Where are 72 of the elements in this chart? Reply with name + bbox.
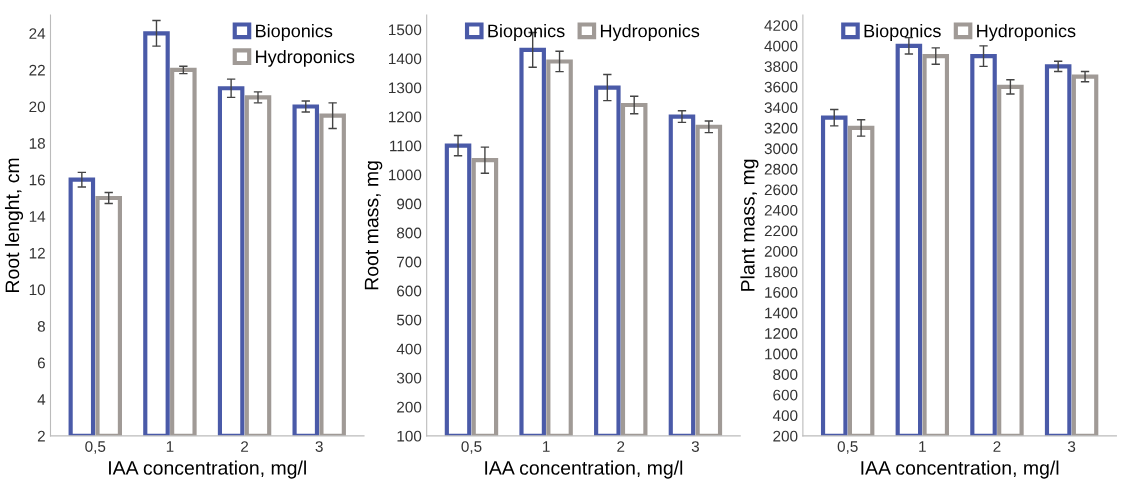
x-tick-label: 0,5	[461, 441, 482, 454]
legend-label: Bioponics	[488, 24, 565, 41]
x-tick-label: 3	[1067, 441, 1076, 452]
y-tick-label: 3600	[764, 81, 798, 93]
y-tick-label: 2000	[764, 245, 798, 257]
y-tick-label: 900	[397, 198, 422, 210]
y-axis-title: Root lenght, cm	[4, 158, 24, 292]
y-tick-label: 18	[29, 137, 45, 149]
y-axis-title: Plant mass, mg	[740, 159, 759, 291]
y-tick-label: 700	[397, 256, 422, 268]
y-tick-label: 1400	[389, 53, 422, 65]
y-tick-label: 300	[396, 372, 422, 384]
x-tick-label: 2	[617, 441, 625, 452]
y-tick-label: 16	[29, 174, 45, 186]
y-tick-label: 2200	[764, 225, 798, 237]
legend-label: Bioponics	[256, 24, 333, 41]
y-tick-label: 400	[772, 410, 798, 422]
y-tick-label: 2800	[764, 163, 798, 175]
y-tick-label: 1000	[765, 348, 798, 360]
y-tick-label: 1200	[765, 328, 798, 339]
y-tick-label: 22	[29, 64, 45, 76]
y-tick-label: 20	[29, 101, 46, 113]
y-tick-label: 4200	[764, 20, 798, 31]
y-tick-label: 1200	[389, 111, 422, 123]
legend-label: Hydroponics	[977, 24, 1076, 41]
y-tick-label: 200	[773, 430, 798, 442]
y-tick-label: 3200	[764, 122, 798, 134]
x-tick-label: 1	[543, 441, 550, 452]
y-tick-label: 1100	[390, 140, 422, 152]
y-tick-label: 100	[397, 430, 422, 442]
y-tick-label: 200	[397, 401, 422, 413]
y-tick-label: 1400	[765, 307, 798, 319]
y-tick-label: 24	[29, 28, 46, 39]
y-tick-label: 3000	[764, 143, 798, 155]
y-tick-label: 6	[37, 357, 45, 369]
legend-label: Hydroponics	[256, 49, 355, 67]
y-tick-label: 600	[773, 389, 798, 401]
y-tick-label: 2600	[764, 184, 798, 196]
y-tick-label: 500	[396, 314, 422, 326]
x-axis-title: IAA concentration, mg/l	[485, 460, 683, 479]
y-tick-label: 14	[29, 211, 46, 222]
x-tick-label: 3	[691, 441, 699, 452]
y-tick-label: 2	[37, 430, 45, 442]
y-tick-label: 800	[773, 369, 798, 380]
x-tick-label: 2	[993, 441, 1001, 452]
x-axis-title: IAA concentration, mg/l	[861, 460, 1059, 479]
y-tick-label: 3800	[764, 61, 798, 73]
y-tick-label: 600	[397, 285, 422, 297]
legend-label: Hydroponics	[600, 24, 700, 41]
y-tick-label: 4000	[764, 40, 798, 52]
x-tick-label: 1	[166, 441, 174, 452]
x-tick-label: 0,5	[85, 441, 106, 454]
y-tick-label: 1300	[389, 82, 422, 94]
y-tick-label: 4	[37, 394, 46, 405]
y-tick-label: 1600	[765, 287, 798, 298]
y-axis-title: Root mass, mg	[364, 161, 383, 290]
y-tick-label: 1500	[389, 24, 422, 36]
x-axis-title: IAA concentration, mg/l	[109, 460, 306, 479]
y-tick-label: 1000	[389, 169, 422, 181]
y-tick-label: 1800	[765, 266, 798, 278]
x-tick-label: 3	[315, 441, 323, 452]
y-tick-label: 3400	[764, 102, 798, 114]
y-tick-label: 2400	[764, 204, 798, 216]
y-tick-label: 8	[37, 320, 45, 332]
y-tick-label: 12	[29, 247, 45, 259]
x-tick-label: 1	[919, 441, 926, 452]
x-tick-label: 0,5	[837, 441, 858, 454]
y-tick-label: 800	[397, 227, 422, 239]
legend-label: Bioponics	[864, 24, 941, 41]
x-tick-label: 2	[241, 441, 249, 452]
y-tick-label: 10	[29, 284, 46, 296]
y-tick-label: 400	[396, 343, 422, 355]
